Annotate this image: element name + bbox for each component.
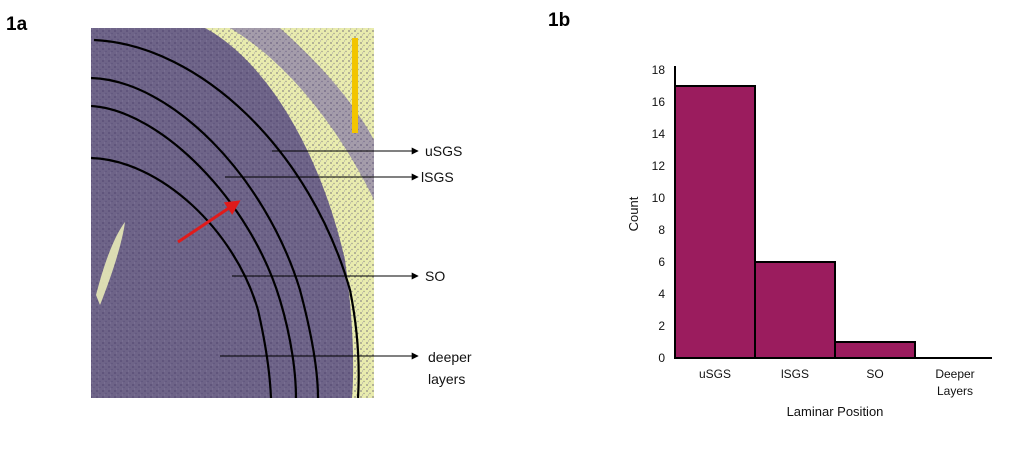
annotation-lsgs: lSGS [421,169,454,185]
bar [674,85,756,359]
red-arrow [177,200,241,244]
y-tick-label: 4 [658,287,665,301]
x-axis-ticks: uSGS lSGS SO Deeper Layers [699,367,975,398]
tissue-texture [91,28,374,398]
y-tick-label: 16 [652,95,666,109]
x-tick-label: Deeper Layers [935,367,974,398]
boundary-2 [91,76,320,398]
y-tick-label: 8 [658,223,665,237]
bar-chart: 0 2 4 6 8 10 12 14 16 18 uSGS lSGS SO Deeper Layers C… [626,63,992,419]
x-tick-label: lSGS [781,367,809,381]
bar [834,341,916,359]
y-tick-label: 0 [658,351,665,365]
y-tick-label: 14 [652,127,666,141]
boundary-3 [91,104,298,398]
boundary-outer [93,38,360,398]
y-axis-title: Count [626,196,641,231]
x-axis-title: Laminar Position [787,404,884,419]
boundary-4 [91,156,273,398]
y-tick-label: 10 [652,191,666,205]
bar [754,261,836,359]
pale-streak [96,222,125,305]
annotation-usgs: uSGS [425,143,462,159]
annotation-so: SO [425,268,445,284]
micrograph-panel: uSGS lSGS SO deeper layers [91,28,472,398]
scale-bar [352,38,358,133]
x-tick-label: SO [866,367,883,381]
y-tick-label: 6 [658,255,665,269]
x-tick-label: uSGS [699,367,731,381]
panel-b-label: 1b [548,10,571,31]
panel-a-label: 1a [6,14,28,35]
y-tick-label: 12 [652,159,666,173]
y-tick-label: 2 [658,319,665,333]
y-axis-ticks: 0 2 4 6 8 10 12 14 16 18 [652,63,666,365]
bars-group [674,85,916,359]
annotation-deeper-line2: layers [428,371,465,387]
annotation-deeper-line1: deeper [428,349,472,365]
y-tick-label: 18 [652,63,666,77]
